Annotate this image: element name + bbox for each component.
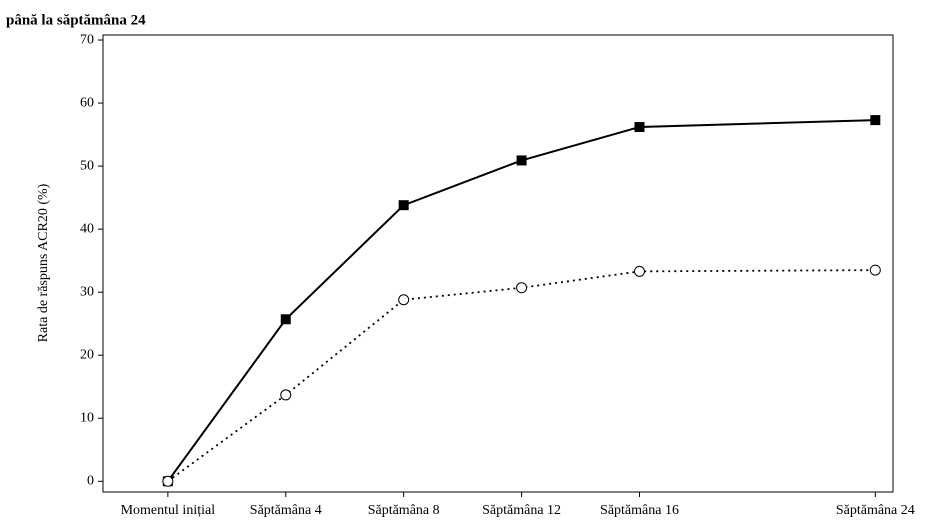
point-marker xyxy=(280,389,292,401)
y-tick-label: 40 xyxy=(80,221,94,236)
point-marker xyxy=(162,475,174,487)
point-marker xyxy=(516,155,527,166)
y-tick-label: 10 xyxy=(80,410,94,425)
point-marker xyxy=(870,115,881,126)
x-tick-label: Săptămâna 24 xyxy=(836,503,915,518)
x-tick-label: Săptămâna 12 xyxy=(482,503,561,518)
plot-frame xyxy=(102,34,894,493)
y-tick-label: 60 xyxy=(80,95,94,110)
x-tick-label: Momentul inițial xyxy=(121,503,216,518)
chart-title: până la săptămâna 24 xyxy=(6,12,146,28)
series-line xyxy=(167,269,876,483)
point-marker xyxy=(869,264,881,276)
point-marker xyxy=(634,122,645,133)
y-tick-label: 20 xyxy=(80,347,94,362)
x-tick-label: Săptămâna 8 xyxy=(368,503,440,518)
point-marker xyxy=(398,200,409,211)
point-marker xyxy=(398,294,410,306)
y-tick-label: 30 xyxy=(80,284,94,299)
series-line xyxy=(167,119,876,482)
y-tick-label: 70 xyxy=(80,32,94,47)
y-tick-label: 0 xyxy=(87,474,94,489)
point-marker xyxy=(633,265,645,277)
x-tick-label: Săptămâna 16 xyxy=(600,503,679,518)
y-tick-label: 50 xyxy=(80,158,94,173)
point-marker xyxy=(280,314,291,325)
point-marker xyxy=(516,282,528,294)
x-tick-label: Săptămâna 4 xyxy=(250,503,322,518)
y-axis-label: Rata de răspuns ACR20 (%) xyxy=(36,183,51,342)
